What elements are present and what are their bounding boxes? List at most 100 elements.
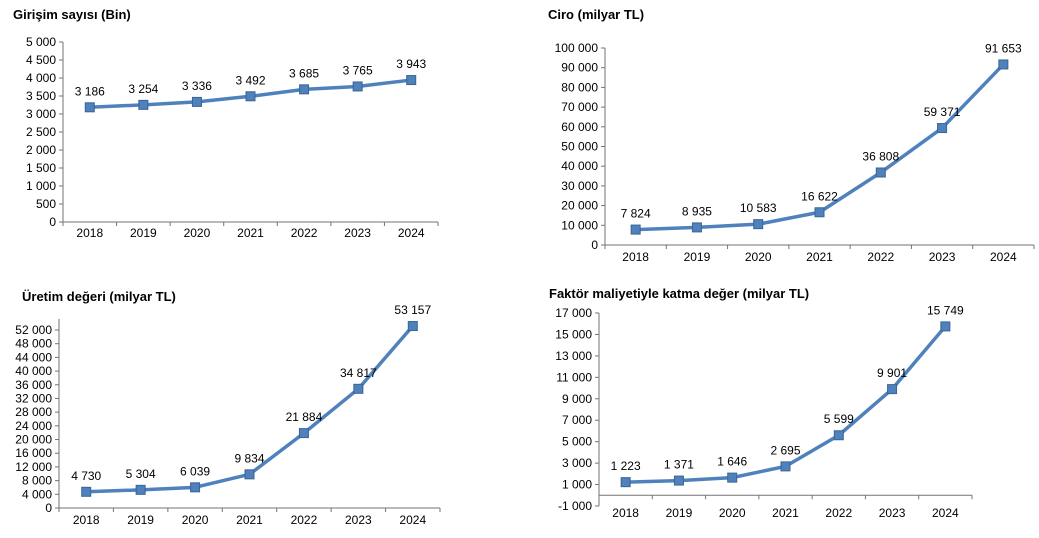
y-tick-label: 8 000	[22, 474, 52, 488]
y-tick-label: 5 000	[26, 35, 56, 49]
data-point-label: 3 254	[128, 82, 158, 96]
data-point-marker	[406, 75, 417, 86]
data-point-label: 1 646	[717, 455, 747, 469]
data-point-marker	[875, 167, 886, 178]
x-tick-label: 2024	[399, 513, 426, 527]
y-tick-label: 44 000	[15, 350, 52, 364]
y-tick-label: 9 000	[562, 392, 592, 406]
x-tick-label: 2022	[291, 513, 318, 527]
data-point-marker	[407, 321, 418, 332]
data-point-marker	[299, 84, 310, 95]
y-tick-label: 13 000	[555, 349, 592, 363]
data-point-marker	[81, 486, 92, 497]
x-tick-label: 2019	[684, 250, 711, 264]
x-tick-label: 2024	[932, 506, 959, 520]
y-tick-label: 40 000	[561, 159, 598, 173]
x-tick-label: 2020	[719, 506, 746, 520]
data-point-marker	[190, 482, 201, 493]
y-tick-label: 16 000	[15, 446, 52, 460]
data-point-label: 91 653	[985, 41, 1022, 55]
y-tick-label: 3 000	[26, 107, 56, 121]
x-tick-label: 2019	[666, 506, 693, 520]
data-point-label: 53 157	[394, 303, 431, 317]
y-tick-label: 5 000	[562, 435, 592, 449]
y-tick-label: 1 000	[26, 179, 56, 193]
data-point-marker	[727, 472, 738, 483]
data-point-label: 5 304	[126, 467, 156, 481]
x-tick-label: 2023	[929, 250, 956, 264]
y-tick-label: 28 000	[15, 405, 52, 419]
chart-panel-katma-deger: Faktör maliyetiyle katma değer (milyar T…	[519, 269, 1039, 538]
data-point-marker	[620, 477, 631, 488]
x-tick-label: 2020	[745, 250, 772, 264]
x-tick-label: 2023	[345, 513, 372, 527]
chart-panel-ciro: Ciro (milyar TL) 0 10 000 20 000 30 000 40 0…	[519, 0, 1039, 269]
y-tick-label: 4 500	[26, 53, 56, 67]
data-point-marker	[353, 383, 364, 394]
data-point-label: 6 039	[180, 464, 210, 478]
data-point-marker	[998, 59, 1009, 70]
data-point-label: 34 817	[340, 366, 377, 380]
y-tick-label: 50 000	[561, 140, 598, 154]
y-tick-label: 1 500	[26, 161, 56, 175]
x-tick-label: 2023	[879, 506, 906, 520]
x-tick-label: 2023	[344, 226, 371, 240]
y-tick-label: 36 000	[15, 378, 52, 392]
katma-deger-line-chart: -1 000 1 000 3 000 5 000 7 000 9 000 11 000 13 …	[555, 303, 973, 520]
data-point-marker	[630, 224, 641, 235]
x-tick-label: 2021	[236, 513, 263, 527]
chart-title-girisim: Girişim sayısı (Bin)	[13, 7, 131, 22]
data-point-label: 3 492	[235, 73, 265, 87]
y-tick-label: 48 000	[15, 337, 52, 351]
data-point-label: 8 935	[682, 204, 712, 218]
y-tick-label: 3 000	[562, 456, 592, 470]
x-tick-label: 2022	[825, 506, 852, 520]
y-tick-label: 10 000	[561, 218, 598, 232]
y-tick-label: 100 000	[555, 41, 599, 55]
data-point-label: 3 765	[343, 63, 373, 77]
x-tick-label: 2022	[867, 250, 894, 264]
y-tick-label: -1 000	[558, 499, 592, 513]
x-tick-label: 2020	[184, 226, 211, 240]
data-point-marker	[298, 428, 309, 439]
y-tick-label: 70 000	[561, 100, 598, 114]
y-tick-label: 17 000	[555, 306, 592, 320]
data-point-label: 2 695	[770, 443, 800, 457]
y-tick-label: 40 000	[15, 364, 52, 378]
y-tick-label: 60 000	[561, 120, 598, 134]
x-tick-label: 2021	[772, 506, 799, 520]
y-tick-label: 20 000	[561, 199, 598, 213]
data-point-label: 1 223	[611, 459, 641, 473]
y-tick-label: 0	[591, 238, 598, 252]
y-tick-label: 2 500	[26, 125, 56, 139]
y-tick-label: 90 000	[561, 61, 598, 75]
data-point-label: 10 583	[740, 201, 777, 215]
y-tick-label: 4 000	[22, 487, 52, 501]
data-point-label: 36 808	[862, 149, 899, 163]
data-point-label: 4 730	[71, 469, 101, 483]
data-point-label: 3 943	[396, 57, 426, 71]
y-tick-label: 7 000	[562, 413, 592, 427]
chart-title-ciro: Ciro (milyar TL)	[548, 7, 645, 22]
y-tick-label: 500	[36, 197, 56, 211]
data-point-label: 5 599	[824, 412, 854, 426]
data-point-marker	[780, 461, 791, 472]
data-point-label: 7 824	[621, 207, 651, 221]
y-tick-label: 0	[45, 501, 52, 515]
x-tick-label: 2022	[291, 226, 318, 240]
data-point-marker	[191, 96, 202, 107]
x-tick-label: 2021	[237, 226, 264, 240]
data-point-marker	[244, 469, 255, 480]
data-point-label: 9 834	[234, 451, 264, 465]
girisim-line-chart: 0 500 1 000 1 500 2 000 2 500 3 000 3 500 4 000 4…	[26, 35, 439, 240]
data-point-label: 3 336	[182, 79, 212, 93]
y-tick-label: 15 000	[555, 327, 592, 341]
x-tick-label: 2019	[127, 513, 154, 527]
y-tick-label: 32 000	[15, 391, 52, 405]
data-point-marker	[673, 475, 684, 486]
chart-panel-girisim: Girişim sayısı (Bin) 0 500 1 000 1 500 2 000…	[0, 0, 519, 269]
data-point-marker	[937, 123, 948, 134]
